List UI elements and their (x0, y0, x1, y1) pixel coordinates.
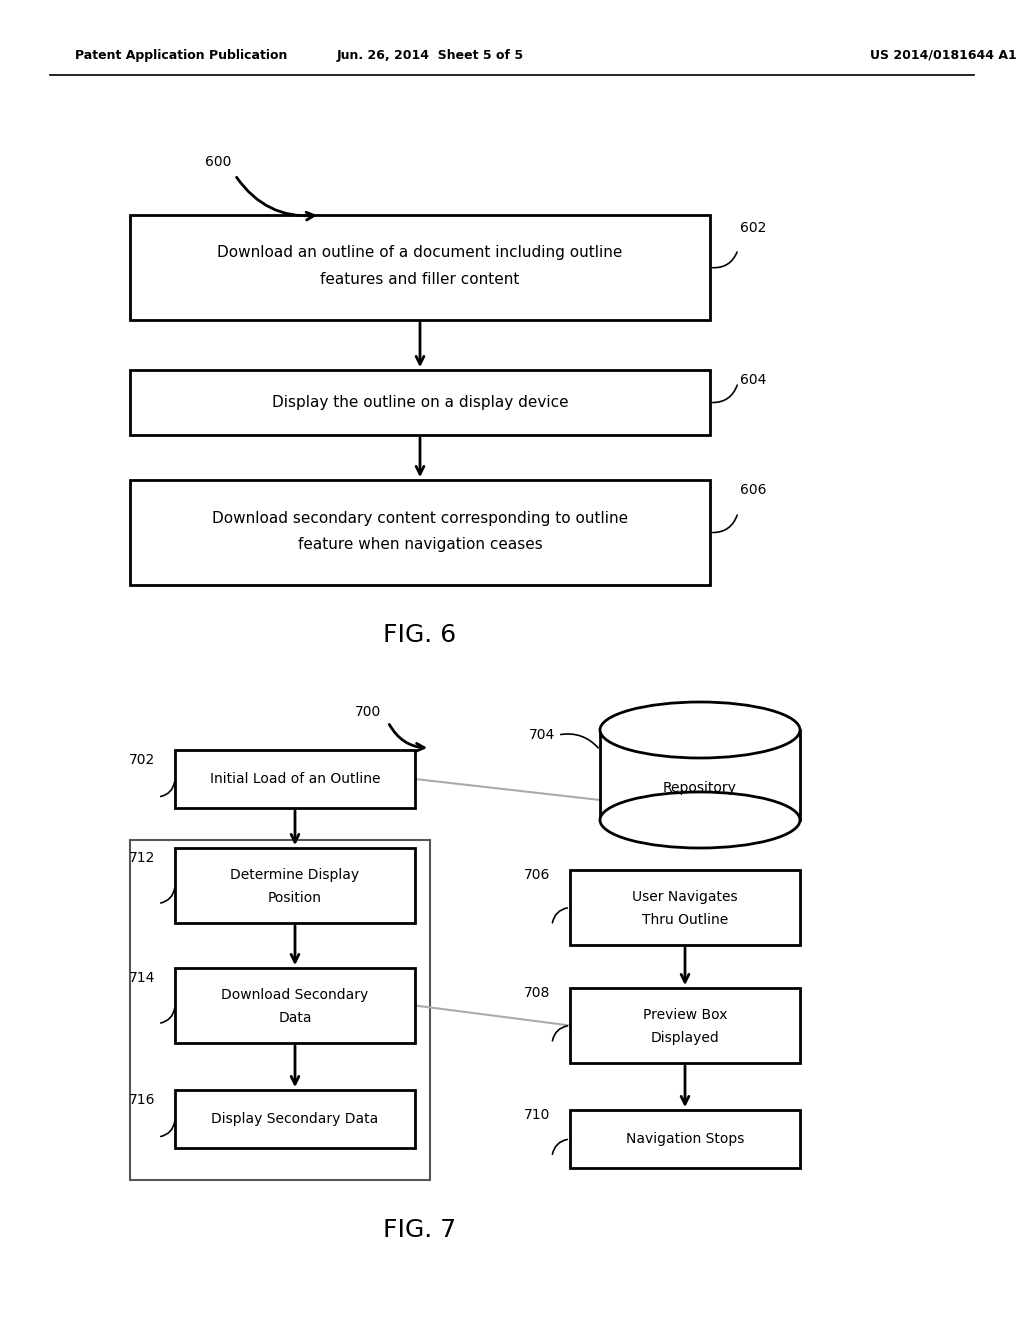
Text: 704: 704 (528, 729, 555, 742)
Bar (130, 370, 710, 436)
Text: 602: 602 (740, 220, 766, 235)
Ellipse shape (600, 702, 800, 758)
Text: Thru Outline: Thru Outline (642, 913, 728, 927)
Text: 702: 702 (129, 752, 155, 767)
Text: 710: 710 (523, 1107, 550, 1122)
Bar (570, 1110, 800, 1168)
Bar (600, 730, 800, 820)
Text: Determine Display: Determine Display (230, 869, 359, 882)
Text: FIG. 7: FIG. 7 (383, 1218, 457, 1242)
Text: 606: 606 (740, 483, 767, 498)
Text: Patent Application Publication: Patent Application Publication (75, 49, 288, 62)
Text: 708: 708 (523, 986, 550, 1001)
Text: Repository: Repository (664, 781, 737, 795)
Bar (130, 480, 710, 585)
Text: Displayed: Displayed (650, 1031, 720, 1045)
Text: Jun. 26, 2014  Sheet 5 of 5: Jun. 26, 2014 Sheet 5 of 5 (337, 49, 523, 62)
Text: User Navigates: User Navigates (632, 890, 738, 904)
Bar (130, 840, 430, 1180)
Text: 700: 700 (355, 705, 381, 719)
Text: 712: 712 (129, 851, 155, 865)
Text: feature when navigation ceases: feature when navigation ceases (298, 537, 543, 553)
Text: 716: 716 (128, 1093, 155, 1107)
Text: 600: 600 (205, 154, 231, 169)
Text: 714: 714 (129, 972, 155, 985)
Ellipse shape (600, 792, 800, 847)
Text: Download secondary content corresponding to outline: Download secondary content corresponding… (212, 511, 628, 525)
Text: 604: 604 (740, 374, 766, 387)
Text: US 2014/0181644 A1: US 2014/0181644 A1 (870, 49, 1017, 62)
Bar (175, 1090, 415, 1148)
Bar (175, 750, 415, 808)
Text: Display Secondary Data: Display Secondary Data (211, 1111, 379, 1126)
Text: features and filler content: features and filler content (321, 272, 520, 288)
Text: Preview Box: Preview Box (643, 1008, 727, 1022)
Bar (175, 968, 415, 1043)
Text: Display the outline on a display device: Display the outline on a display device (271, 395, 568, 411)
Bar (130, 215, 710, 319)
Text: Download an outline of a document including outline: Download an outline of a document includ… (217, 246, 623, 260)
Text: FIG. 6: FIG. 6 (383, 623, 457, 647)
Text: Initial Load of an Outline: Initial Load of an Outline (210, 772, 380, 785)
Text: 706: 706 (523, 869, 550, 882)
Text: Position: Position (268, 891, 322, 906)
Text: Data: Data (279, 1011, 311, 1026)
Bar (570, 987, 800, 1063)
Text: Navigation Stops: Navigation Stops (626, 1133, 744, 1146)
Text: Download Secondary: Download Secondary (221, 987, 369, 1002)
Bar (570, 870, 800, 945)
Bar (175, 847, 415, 923)
